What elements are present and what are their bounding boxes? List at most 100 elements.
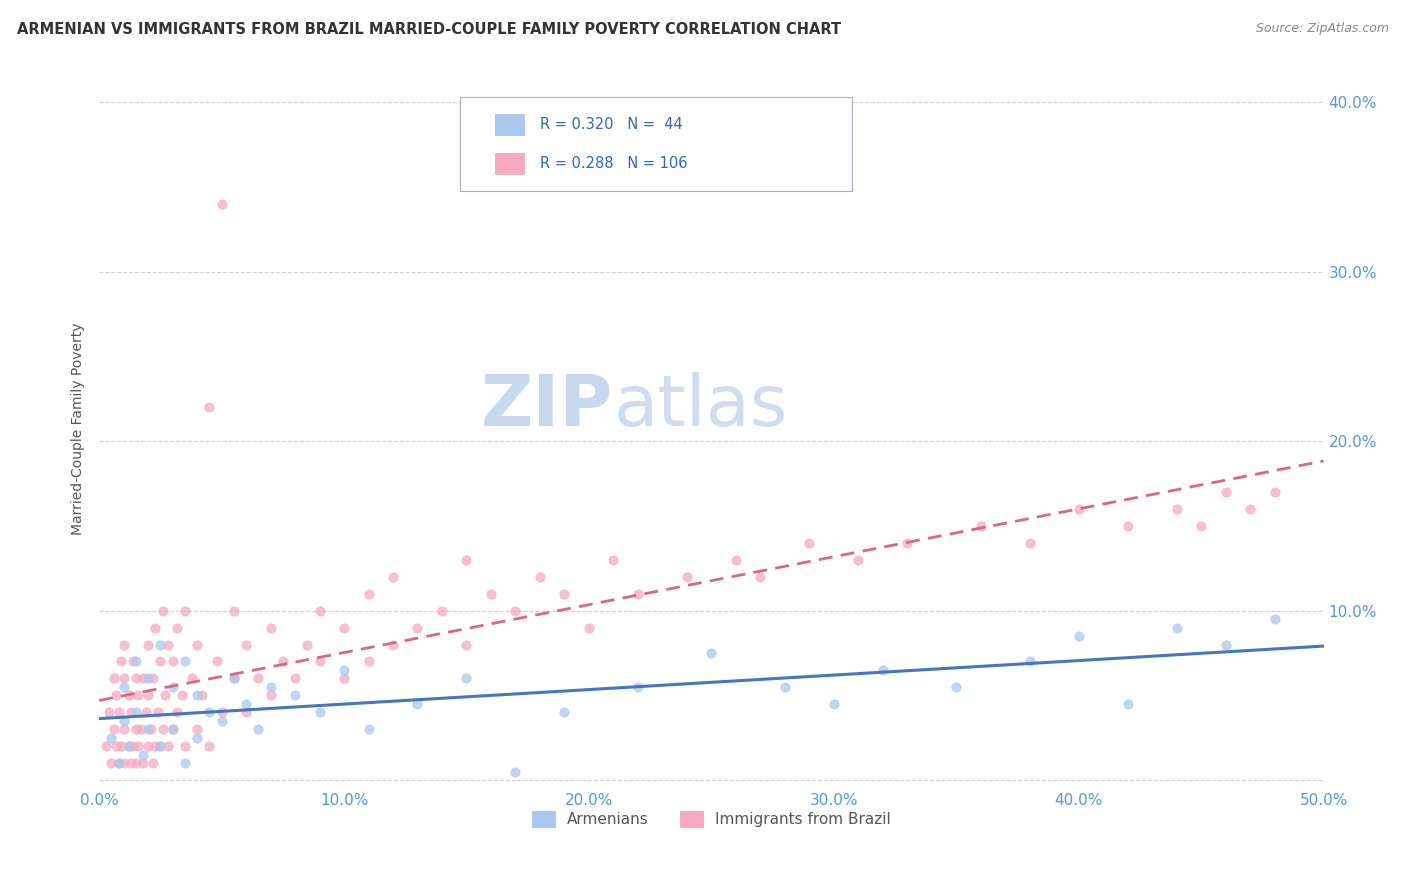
Point: [136, 689, 159, 703]
Point: [676, 570, 699, 584]
Point: [823, 697, 845, 711]
Point: [945, 680, 967, 694]
Point: [247, 723, 270, 737]
Point: [149, 739, 172, 754]
Point: [149, 638, 172, 652]
Point: [578, 621, 600, 635]
Point: [1264, 612, 1286, 626]
Point: [110, 655, 132, 669]
Point: [235, 706, 257, 720]
Point: [1018, 536, 1040, 550]
Point: [1018, 655, 1040, 669]
Text: ARMENIAN VS IMMIGRANTS FROM BRAZIL MARRIED-COUPLE FAMILY POVERTY CORRELATION CHA: ARMENIAN VS IMMIGRANTS FROM BRAZIL MARRI…: [17, 22, 841, 37]
Point: [127, 739, 149, 754]
Point: [96, 739, 118, 754]
Point: [139, 723, 162, 737]
Point: [382, 638, 405, 652]
Point: [105, 689, 128, 703]
Point: [308, 706, 330, 720]
Point: [107, 706, 129, 720]
Point: [166, 706, 188, 720]
Point: [142, 672, 165, 686]
Point: [1264, 485, 1286, 500]
Point: [308, 604, 330, 618]
Legend: Armenians, Immigrants from Brazil: Armenians, Immigrants from Brazil: [524, 804, 898, 835]
Point: [297, 638, 319, 652]
Point: [125, 706, 148, 720]
Point: [553, 587, 575, 601]
Point: [1116, 697, 1139, 711]
Point: [186, 689, 208, 703]
Point: [110, 739, 132, 754]
Point: [479, 587, 502, 601]
Point: [136, 739, 159, 754]
Point: [198, 706, 221, 720]
Point: [1215, 485, 1237, 500]
Point: [259, 689, 281, 703]
Point: [107, 756, 129, 771]
Point: [117, 689, 139, 703]
Point: [406, 697, 429, 711]
Point: [259, 621, 281, 635]
Point: [284, 672, 307, 686]
Point: [1116, 519, 1139, 533]
Point: [162, 723, 184, 737]
Point: [135, 706, 157, 720]
Point: [456, 553, 478, 567]
Point: [103, 672, 125, 686]
Point: [112, 672, 135, 686]
Point: [132, 747, 155, 762]
Point: [222, 672, 245, 686]
Point: [235, 697, 257, 711]
Point: [152, 723, 174, 737]
Point: [100, 731, 122, 745]
Point: [872, 663, 894, 677]
Point: [117, 739, 139, 754]
Point: [222, 672, 245, 686]
Point: [211, 706, 233, 720]
Point: [112, 638, 135, 652]
Point: [1189, 519, 1212, 533]
Point: [529, 570, 551, 584]
Point: [205, 655, 228, 669]
Point: [149, 655, 172, 669]
Point: [456, 638, 478, 652]
Point: [700, 646, 723, 660]
Point: [308, 655, 330, 669]
Point: [162, 723, 184, 737]
Point: [103, 723, 125, 737]
Point: [120, 756, 142, 771]
Point: [211, 197, 233, 211]
Point: [333, 621, 356, 635]
Point: [125, 655, 148, 669]
Point: [271, 655, 294, 669]
Point: [136, 672, 159, 686]
Point: [222, 604, 245, 618]
Point: [1166, 621, 1188, 635]
Point: [112, 680, 135, 694]
Point: [136, 638, 159, 652]
Point: [235, 638, 257, 652]
Point: [198, 739, 221, 754]
Point: [107, 756, 129, 771]
Point: [333, 672, 356, 686]
Point: [145, 739, 167, 754]
Point: [105, 739, 128, 754]
Point: [173, 604, 195, 618]
Text: Source: ZipAtlas.com: Source: ZipAtlas.com: [1256, 22, 1389, 36]
Point: [117, 739, 139, 754]
Point: [749, 570, 772, 584]
Point: [127, 689, 149, 703]
Point: [97, 706, 120, 720]
Point: [132, 756, 155, 771]
Point: [333, 663, 356, 677]
Text: R = 0.320   N =  44: R = 0.320 N = 44: [540, 117, 683, 132]
Point: [198, 401, 221, 415]
Point: [259, 680, 281, 694]
Y-axis label: Married-Couple Family Poverty: Married-Couple Family Poverty: [72, 322, 86, 535]
Point: [132, 672, 155, 686]
Point: [122, 739, 145, 754]
Point: [602, 553, 624, 567]
FancyBboxPatch shape: [495, 114, 524, 135]
Point: [162, 680, 184, 694]
